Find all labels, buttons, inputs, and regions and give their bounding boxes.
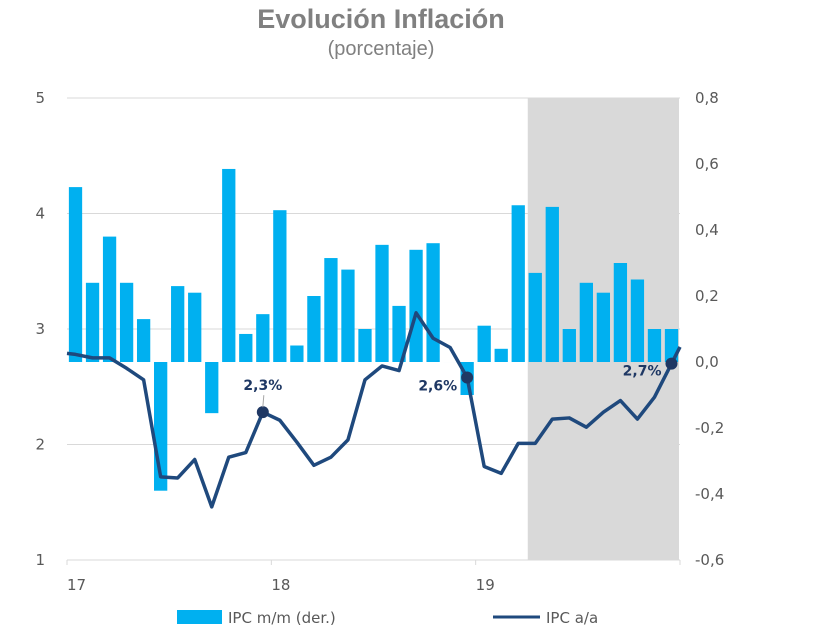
bar-ipc-mm [426,243,440,362]
data-marker [256,406,269,419]
data-label: 2,3% [243,378,282,394]
bar-ipc-mm [136,319,151,362]
left-axis-tick: 2 [35,436,45,454]
data-marker [461,371,474,384]
bar-ipc-mm [358,329,372,362]
bar-ipc-mm [528,272,542,362]
data-marker [665,357,678,370]
bar-ipc-mm [102,236,117,362]
bar-ipc-mm [324,258,338,362]
bar-ipc-mm [188,292,202,362]
right-axis-tick: 0,0 [695,353,719,371]
legend-label-bars: IPC m/m (der.) [228,609,336,627]
right-axis-tick: 0,2 [695,287,719,305]
bar-ipc-mm [273,210,287,362]
right-axis-tick: -0,4 [695,485,724,503]
data-label: 2,7% [623,364,662,380]
data-label: 2,6% [418,379,457,395]
bar-ipc-mm [222,168,236,362]
bar-ipc-mm [596,292,611,362]
left-axis-tick: 4 [35,205,45,223]
bar-ipc-mm [494,348,508,362]
bar-ipc-mm [68,187,83,362]
bar-ipc-mm [630,279,645,362]
bar-ipc-mm [256,314,270,362]
bar-ipc-mm [511,205,525,362]
bar-ipc-mm [307,296,321,362]
left-axis-tick: 5 [35,89,45,107]
legend-swatch-bars [177,610,222,624]
bar-ipc-mm [290,345,304,362]
bar-ipc-mm [562,329,576,362]
x-axis-tick-label: 18 [271,576,290,594]
right-axis-tick: 0,6 [695,155,719,173]
right-axis-tick: 0,8 [695,89,719,107]
bar-ipc-mm [205,362,219,414]
bar-ipc-mm [392,305,406,362]
bar-ipc-mm [579,282,593,362]
bar-ipc-mm [613,263,628,362]
right-axis-tick: -0,2 [695,419,724,437]
left-axis-tick: 3 [35,320,45,338]
leader-line [262,395,265,408]
line-ipc-aa [66,311,682,509]
bar-ipc-mm [85,282,100,362]
chart-title: Evolución Inflación [257,4,505,34]
bar-ipc-mm [375,244,389,362]
right-axis-tick: 0,4 [695,221,719,239]
bar-ipc-mm [409,249,423,362]
bar-ipc-mm [239,333,253,362]
chart-subtitle: (porcentaje) [327,38,435,60]
bar-ipc-mm [171,286,185,362]
bar-ipc-mm [545,206,559,362]
bar-ipc-mm [477,325,491,362]
bar-ipc-mm [341,269,355,362]
bar-ipc-mm [647,329,662,362]
x-axis-tick-label: 17 [67,576,86,594]
x-axis-tick-label: 19 [476,576,495,594]
bar-ipc-mm [119,282,134,362]
left-axis-tick: 1 [35,551,45,569]
legend-label-line: IPC a/a [546,609,598,627]
right-axis-tick: -0,6 [695,551,724,569]
